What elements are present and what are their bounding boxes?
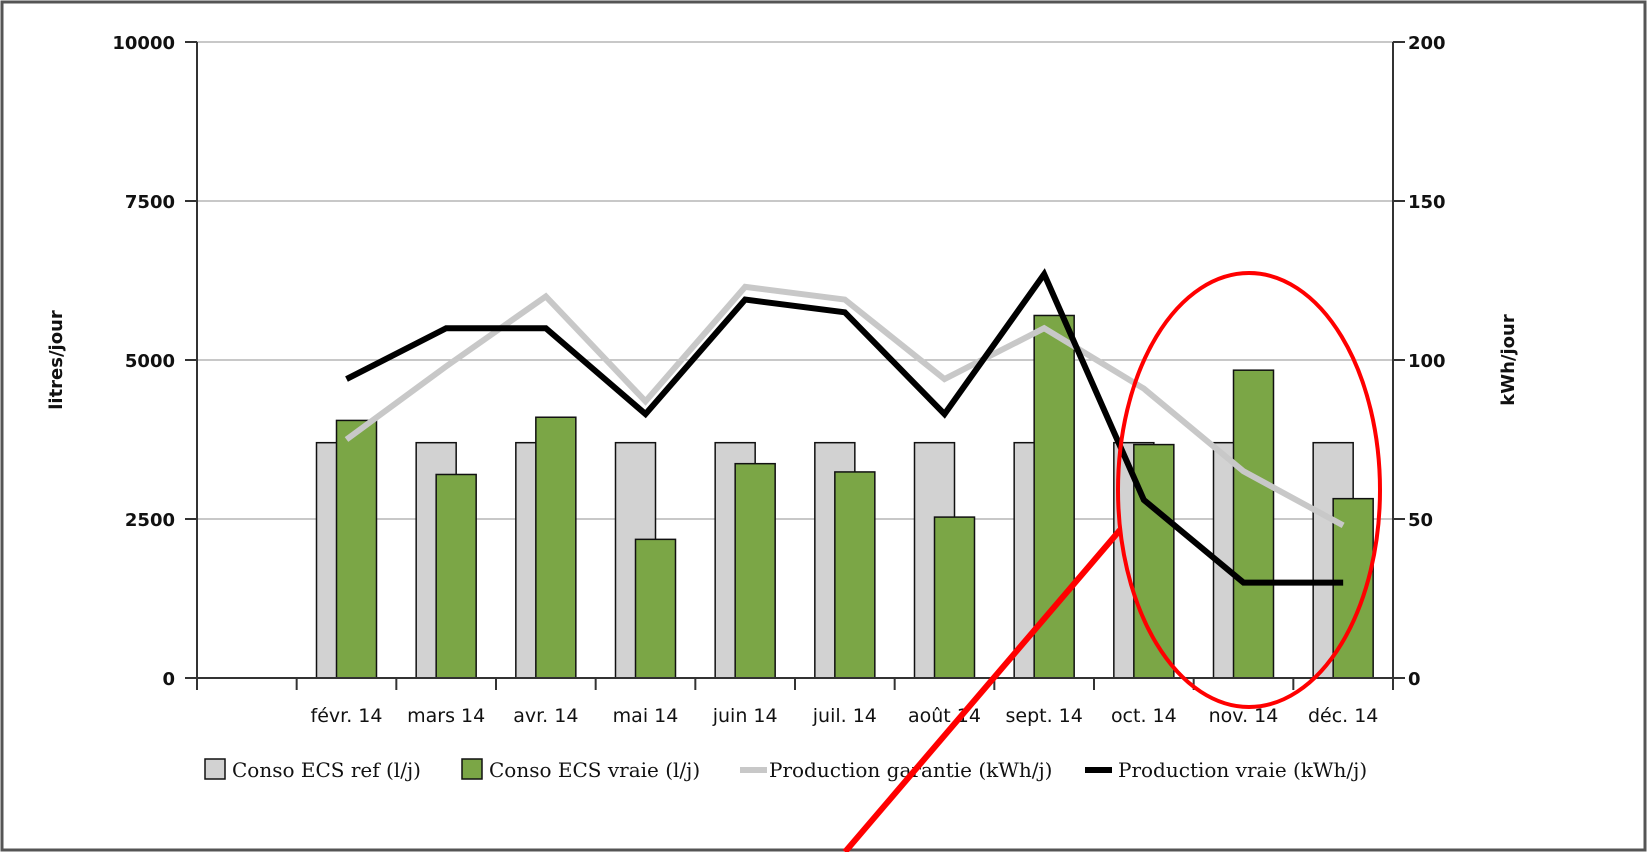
x-category-label: mars 14	[407, 705, 485, 727]
bar-conso-vraie	[435, 473, 477, 679]
left-tick-label: 2500	[125, 510, 175, 531]
red-annotation-line	[842, 528, 1123, 854]
axes: 0 2500 5000 7500 10000 0 50 100 150 200 litres/jou…	[46, 33, 1519, 727]
left-tick-label: 0	[162, 669, 175, 690]
right-tick-label: 100	[1408, 351, 1446, 372]
legend-label: Conso ECS vraie (l/j)	[489, 758, 700, 782]
bar-conso-vraie	[933, 516, 976, 679]
bar-conso-vraie	[1232, 369, 1275, 679]
left-tick-label: 10000	[112, 33, 175, 54]
bar-conso-vraie	[734, 462, 776, 679]
x-category-label: mai 14	[613, 705, 679, 727]
bar-conso-vraie	[535, 416, 577, 679]
bar-conso-vraie	[335, 419, 378, 679]
x-category-label: déc. 14	[1308, 705, 1378, 727]
x-category-label: juil. 14	[812, 705, 877, 727]
right-tick-label: 0	[1408, 669, 1421, 690]
x-category-label: juin 14	[712, 705, 778, 727]
bar-conso-vraie	[634, 538, 677, 679]
lines	[344, 268, 1345, 586]
bars	[315, 314, 1374, 679]
right-tick-label: 150	[1408, 192, 1446, 213]
left-tick-label: 7500	[125, 192, 175, 213]
legend: Conso ECS ref (l/j) Conso ECS vraie (l/j)…	[204, 758, 1367, 782]
right-tick-label: 200	[1408, 33, 1446, 54]
x-category-label: avr. 14	[513, 705, 578, 727]
line-production-garantie	[344, 283, 1345, 528]
bar-conso-vraie	[834, 471, 876, 679]
right-axis-title: kWh/jour	[1498, 314, 1519, 406]
legend-swatch	[461, 758, 483, 780]
x-category-label: nov. 14	[1209, 705, 1279, 727]
gridlines	[197, 41, 1393, 520]
left-tick-label: 5000	[125, 351, 175, 372]
x-category-label: févr. 14	[311, 705, 383, 727]
annotation	[842, 271, 1382, 854]
legend-swatch	[204, 758, 226, 780]
legend-label: Conso ECS ref (l/j)	[232, 758, 421, 782]
left-axis-title: litres/jour	[46, 310, 67, 410]
right-tick-label: 50	[1408, 510, 1433, 531]
legend-label: Production vraie (kWh/j)	[1118, 758, 1367, 782]
red-highlight-ellipse	[1116, 271, 1382, 709]
line-production-vraie	[345, 268, 1344, 586]
bar-conso-vraie	[1033, 314, 1075, 679]
x-category-label: sept. 14	[1005, 705, 1082, 727]
x-category-label: oct. 14	[1111, 705, 1177, 727]
